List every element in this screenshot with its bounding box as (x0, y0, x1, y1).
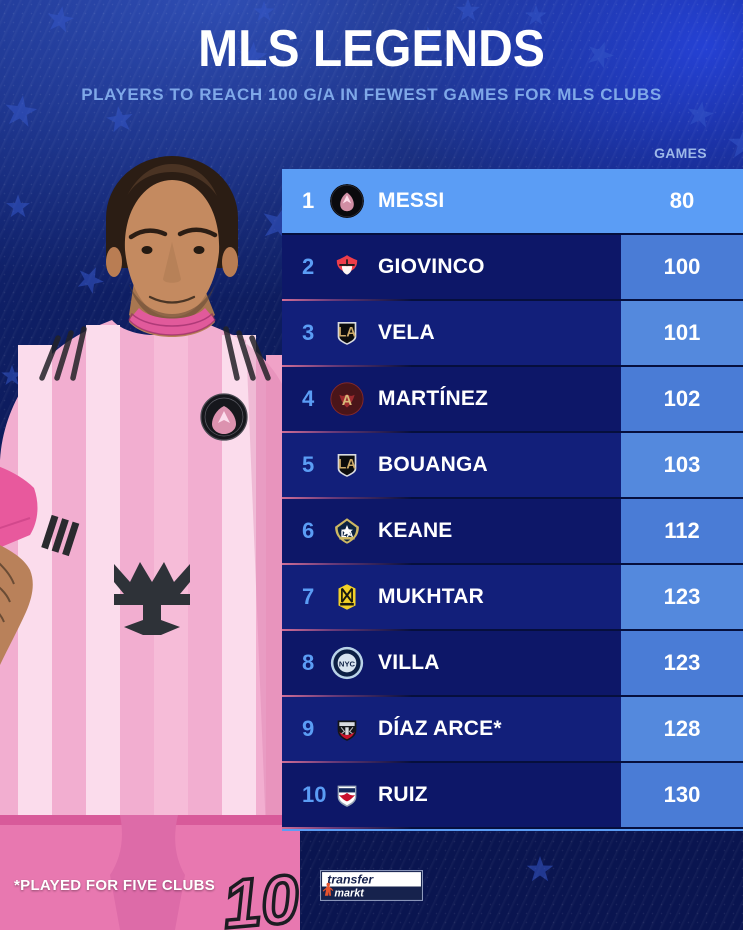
svg-text:LA: LA (338, 324, 356, 339)
svg-text:A: A (342, 393, 353, 409)
svg-text:10: 10 (220, 861, 300, 930)
svg-text:LA: LA (338, 456, 356, 471)
svg-text:transfer: transfer (327, 872, 374, 886)
svg-text:NYC: NYC (339, 659, 356, 668)
svg-text:markt: markt (334, 887, 364, 899)
